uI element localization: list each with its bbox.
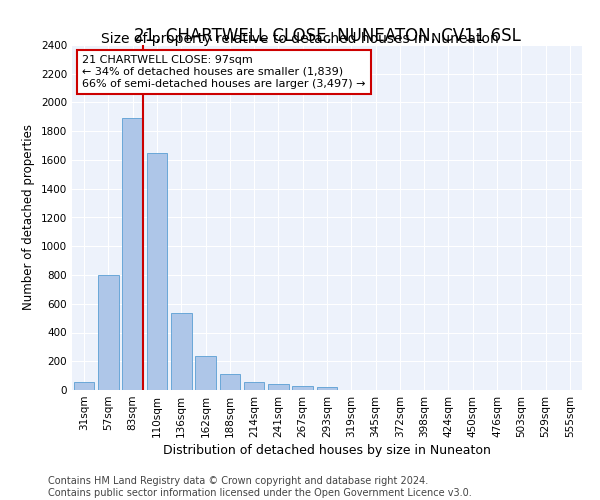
Bar (268, 384, 289, 390)
Bar (317, 387, 337, 390)
Text: Size of property relative to detached houses in Nuneaton: Size of property relative to detached ho… (101, 32, 499, 46)
Title: 21, CHARTWELL CLOSE, NUNEATON, CV11 6SL: 21, CHARTWELL CLOSE, NUNEATON, CV11 6SL (134, 27, 520, 45)
Bar (171, 313, 191, 390)
Bar (220, 374, 240, 390)
Bar (195, 356, 216, 390)
Bar (122, 118, 143, 390)
Bar (98, 275, 119, 390)
Bar (74, 382, 94, 390)
Bar (292, 386, 313, 390)
Y-axis label: Number of detached properties: Number of detached properties (22, 124, 35, 310)
Bar (244, 382, 265, 390)
X-axis label: Distribution of detached houses by size in Nuneaton: Distribution of detached houses by size … (163, 444, 491, 457)
Bar (146, 153, 167, 390)
Text: Contains HM Land Registry data © Crown copyright and database right 2024.
Contai: Contains HM Land Registry data © Crown c… (48, 476, 472, 498)
Text: 21 CHARTWELL CLOSE: 97sqm
← 34% of detached houses are smaller (1,839)
66% of se: 21 CHARTWELL CLOSE: 97sqm ← 34% of detac… (82, 56, 366, 88)
